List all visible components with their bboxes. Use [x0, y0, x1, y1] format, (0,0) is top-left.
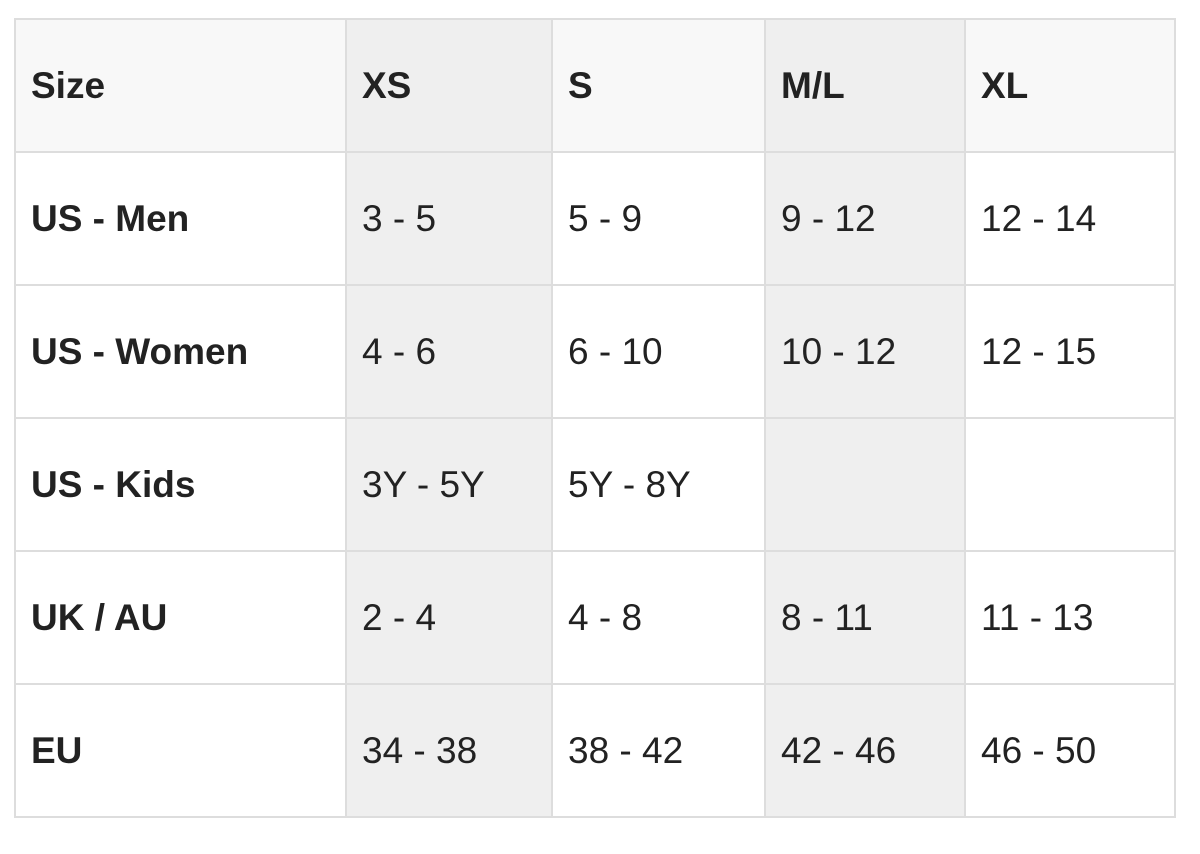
row-label: EU — [14, 683, 347, 818]
row-label: US - Men — [14, 151, 347, 286]
table-cell: 12 - 15 — [964, 284, 1176, 419]
table-cell: 11 - 13 — [964, 550, 1176, 685]
row-label: US - Women — [14, 284, 347, 419]
header-xl: XL — [964, 18, 1176, 153]
table-cell: 4 - 6 — [345, 284, 553, 419]
header-row: Size XS S M/L XL — [14, 18, 1176, 153]
header-xs: XS — [345, 18, 553, 153]
table-cell: 12 - 14 — [964, 151, 1176, 286]
table-cell: 8 - 11 — [764, 550, 966, 685]
table-cell: 9 - 12 — [764, 151, 966, 286]
table-cell: 2 - 4 — [345, 550, 553, 685]
table-cell: 34 - 38 — [345, 683, 553, 818]
table-cell: 6 - 10 — [551, 284, 766, 419]
table-cell — [764, 417, 966, 552]
table-cell: 4 - 8 — [551, 550, 766, 685]
header-size: Size — [14, 18, 347, 153]
header-ml: M/L — [764, 18, 966, 153]
table-row: US - Kids 3Y - 5Y 5Y - 8Y — [14, 417, 1176, 552]
header-s: S — [551, 18, 766, 153]
table-cell: 46 - 50 — [964, 683, 1176, 818]
row-label: UK / AU — [14, 550, 347, 685]
table-cell: 5 - 9 — [551, 151, 766, 286]
table-cell: 3Y - 5Y — [345, 417, 553, 552]
row-label: US - Kids — [14, 417, 347, 552]
table-cell: 10 - 12 — [764, 284, 966, 419]
table-cell: 3 - 5 — [345, 151, 553, 286]
table-cell: 42 - 46 — [764, 683, 966, 818]
table-row: EU 34 - 38 38 - 42 42 - 46 46 - 50 — [14, 683, 1176, 818]
table-cell: 38 - 42 — [551, 683, 766, 818]
table-cell: 5Y - 8Y — [551, 417, 766, 552]
table-cell — [964, 417, 1176, 552]
